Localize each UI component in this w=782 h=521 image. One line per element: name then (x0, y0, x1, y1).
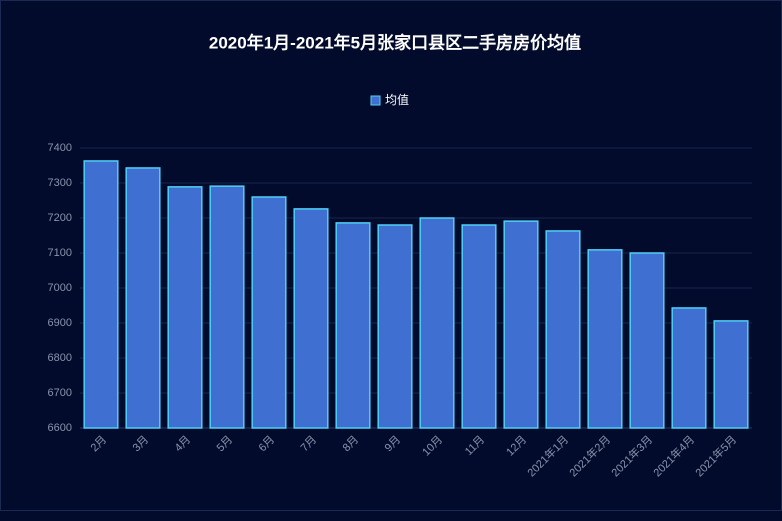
y-tick-label: 7100 (48, 247, 72, 259)
y-tick-label: 6800 (48, 352, 72, 364)
bar (671, 307, 707, 429)
bar (587, 249, 623, 429)
bar (503, 220, 539, 429)
bar (335, 222, 371, 429)
bar (629, 252, 665, 429)
bar (83, 160, 119, 429)
bar (419, 217, 455, 429)
y-tick-label: 7200 (48, 212, 72, 224)
bar (209, 185, 245, 429)
legend-swatch[interactable] (370, 95, 381, 106)
bar (377, 224, 413, 429)
legend-label[interactable]: 均值 (385, 92, 409, 107)
y-tick-label: 7300 (48, 177, 72, 189)
chart-title: 2020年1月-2021年5月张家口县区二手房房价均值 (209, 32, 581, 52)
y-tick-label: 7400 (48, 142, 72, 154)
bar (713, 320, 749, 429)
y-tick-label: 7000 (48, 282, 72, 294)
bar (125, 167, 161, 429)
bar (461, 224, 497, 429)
bar (545, 230, 581, 429)
y-tick-label: 6700 (48, 387, 72, 399)
bar (293, 208, 329, 429)
bar (167, 186, 203, 429)
y-tick-label: 6600 (48, 422, 72, 434)
bar (251, 196, 287, 429)
y-tick-label: 6900 (48, 317, 72, 329)
